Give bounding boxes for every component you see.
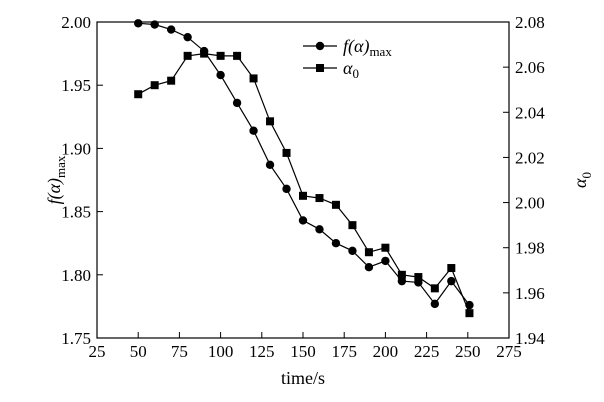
right-y-tick-label: 1.96 [515,284,545,303]
data-point-alpha0 [150,81,159,90]
data-point-fmax [331,239,341,248]
data-point-alpha0 [397,270,406,279]
data-point-fmax [134,19,143,28]
data-point-fmax [298,216,308,225]
legend-label-alpha0: α0 [343,58,359,81]
right-y-axis: 1.94 1.96 1.98 2.00 2.02 2.04 2.06 2.08 [503,13,545,348]
data-point-alpha0 [430,284,439,293]
right-y-tick-label: 1.98 [515,239,545,258]
data-point-fmax [315,225,324,234]
data-point-alpha0 [299,191,307,200]
x-tick-label: 200 [373,342,399,361]
x-tick-label: 125 [249,342,275,361]
data-point-alpha0 [266,117,275,126]
data-point-fmax [232,98,242,108]
data-point-alpha0 [183,51,192,60]
data-point-fmax [364,263,374,272]
right-y-tick-label: 2.04 [515,103,545,122]
x-tick-label: 25 [89,342,106,361]
x-tick-label: 175 [331,342,357,361]
x-tick-label: 75 [171,342,188,361]
x-tick-label: 225 [414,342,440,361]
legend-marker-fmax [315,41,325,51]
left-y-axis-title: f(α)max [44,155,68,204]
x-axis-title: time/s [281,368,325,388]
x-tick-label: 50 [130,342,147,361]
right-y-tick-label: 2.02 [515,148,545,167]
left-y-axis: 1.75 1.80 1.85 1.90 1.95 2.00 [61,13,103,348]
data-point-alpha0 [465,309,474,318]
data-point-fmax [381,256,390,266]
x-tick-label: 275 [496,342,522,361]
left-y-tick-label: 1.85 [61,203,91,222]
legend-item-alpha0: α0 [303,58,359,81]
x-tick-label: 250 [455,342,481,361]
data-point-alpha0 [233,51,242,60]
left-y-tick-label: 1.80 [61,266,91,285]
data-point-fmax [430,299,440,309]
x-tick-label: 150 [290,342,316,361]
left-y-tick-label: 1.90 [61,139,91,158]
left-y-tick-label: 1.75 [61,329,91,348]
right-y-axis-title: α0 [570,172,594,188]
data-point-alpha0 [216,51,225,60]
x-axis: 25 50 75 100 125 150 175 200 225 250 275 [89,332,522,361]
data-point-alpha0 [348,221,357,230]
data-point-fmax [216,70,225,80]
data-point-fmax [183,32,192,42]
data-point-alpha0 [167,76,176,85]
data-point-alpha0 [447,264,456,273]
data-point-fmax [397,276,407,286]
data-point-alpha0 [200,49,209,58]
data-point-fmax [265,160,275,170]
data-point-fmax [282,184,291,194]
data-point-alpha0 [134,90,143,99]
left-y-tick-label: 2.00 [61,13,91,32]
data-point-alpha0 [364,248,373,257]
data-point-fmax [447,276,456,286]
plot-frame [96,21,510,339]
data-point-alpha0 [249,74,258,83]
legend-item-fmax: f(α)max [303,36,392,59]
data-point-alpha0 [381,243,390,252]
data-point-alpha0 [331,200,340,209]
left-y-tick-label: 1.95 [61,76,91,95]
data-point-alpha0 [414,273,423,282]
legend: f(α)max α0 [303,36,392,81]
right-y-tick-label: 2.06 [515,58,545,77]
right-y-tick-label: 1.94 [515,329,545,348]
data-point-alpha0 [315,194,324,203]
data-point-fmax [150,20,159,29]
series-layer [134,19,474,318]
data-point-alpha0 [282,148,291,157]
legend-label-fmax: f(α)max [343,36,392,59]
right-y-tick-label: 2.08 [515,13,545,32]
data-point-fmax [348,246,357,255]
right-y-tick-label: 2.00 [515,194,545,213]
data-point-fmax [166,25,176,34]
data-point-fmax [249,126,258,135]
series-line-fmax [138,22,470,306]
x-tick-label: 100 [208,342,234,361]
legend-marker-alpha0 [316,64,324,72]
